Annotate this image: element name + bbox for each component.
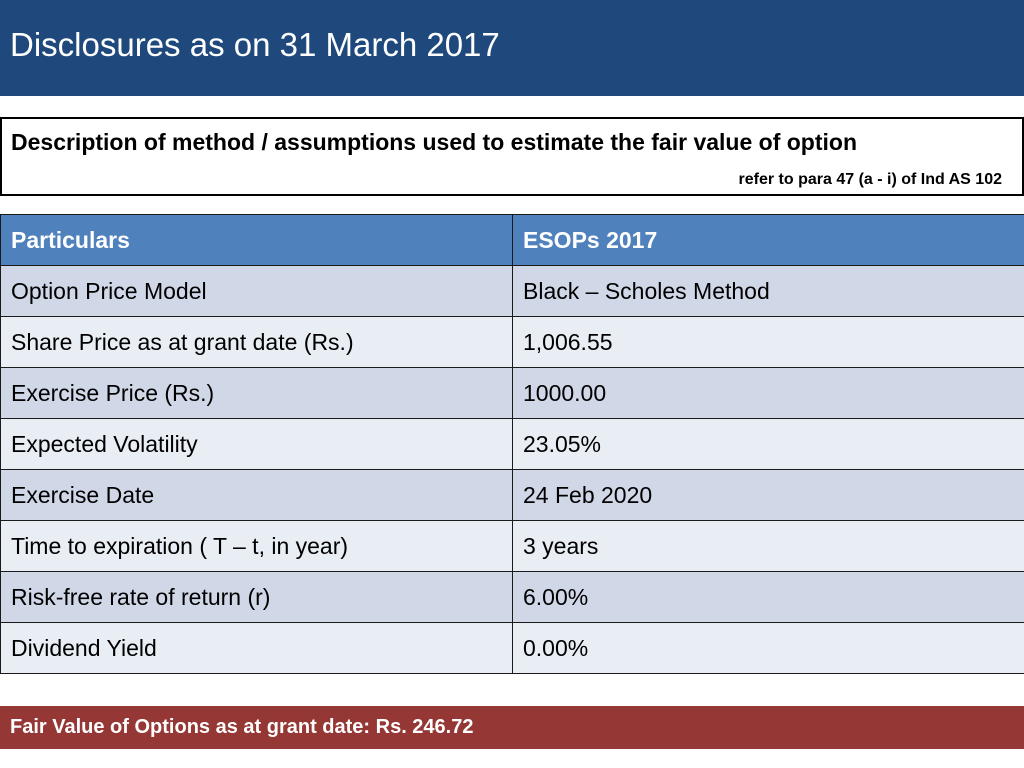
value-cell: 23.05% (512, 418, 1024, 470)
value-cell: 6.00% (512, 571, 1024, 623)
particular-cell: Exercise Price (Rs.) (0, 367, 513, 419)
table-row: Expected Volatility 23.05% (0, 418, 1024, 470)
particular-cell: Expected Volatility (0, 418, 513, 470)
table-row: Risk-free rate of return (r) 6.00% (0, 571, 1024, 623)
column-header-particulars: Particulars (0, 214, 513, 266)
table-row: Dividend Yield 0.00% (0, 622, 1024, 674)
value-cell: 1000.00 (512, 367, 1024, 419)
page-title: Disclosures as on 31 March 2017 (10, 26, 500, 63)
column-header-esops-2017: ESOPs 2017 (512, 214, 1024, 266)
particular-cell: Exercise Date (0, 469, 513, 521)
particular-cell: Risk-free rate of return (r) (0, 571, 513, 623)
fair-value-banner: Fair Value of Options as at grant date: … (0, 706, 1024, 749)
value-cell: 0.00% (512, 622, 1024, 674)
particular-cell: Time to expiration ( T – t, in year) (0, 520, 513, 572)
table-row: Option Price Model Black – Scholes Metho… (0, 265, 1024, 317)
table-row: Exercise Price (Rs.) 1000.00 (0, 367, 1024, 419)
description-title: Description of method / assumptions used… (11, 129, 857, 155)
table-row: Exercise Date 24 Feb 2020 (0, 469, 1024, 521)
table-header-row: Particulars ESOPs 2017 (0, 214, 1024, 266)
assumptions-table: Particulars ESOPs 2017 Option Price Mode… (0, 214, 1024, 674)
table-row: Time to expiration ( T – t, in year) 3 y… (0, 520, 1024, 572)
value-cell: 3 years (512, 520, 1024, 572)
particular-cell: Dividend Yield (0, 622, 513, 674)
description-box: Description of method / assumptions used… (0, 117, 1024, 196)
table-row: Share Price as at grant date (Rs.) 1,006… (0, 316, 1024, 368)
title-bar: Disclosures as on 31 March 2017 (0, 0, 1024, 96)
value-cell: 1,006.55 (512, 316, 1024, 368)
particular-cell: Share Price as at grant date (Rs.) (0, 316, 513, 368)
description-reference: refer to para 47 (a - i) of Ind AS 102 (738, 171, 1002, 188)
particular-cell: Option Price Model (0, 265, 513, 317)
value-cell: 24 Feb 2020 (512, 469, 1024, 521)
value-cell: Black – Scholes Method (512, 265, 1024, 317)
